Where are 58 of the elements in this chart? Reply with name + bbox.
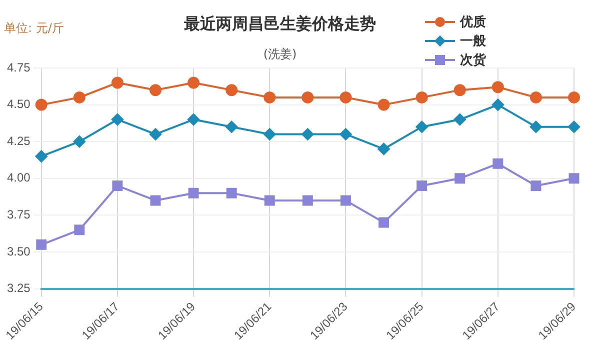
point (264, 128, 276, 140)
point (454, 114, 466, 126)
point (416, 180, 428, 191)
point (530, 120, 542, 133)
point (492, 158, 504, 169)
point (378, 217, 390, 228)
y-tick-label: 4.75 (6, 60, 31, 74)
point (378, 142, 390, 155)
point (36, 239, 47, 250)
point (226, 120, 238, 133)
y-tick-label: 4.50 (6, 97, 31, 112)
point (111, 76, 124, 89)
point (149, 84, 162, 96)
point (302, 195, 313, 206)
chart-subtitle: (洗姜) (262, 46, 298, 63)
y-tick-label: 3.25 (6, 281, 31, 296)
point (416, 120, 428, 133)
point (150, 195, 161, 206)
point (378, 98, 390, 111)
point (149, 128, 162, 140)
point (568, 120, 580, 133)
point (530, 91, 542, 104)
legend-label: 次货 (460, 52, 486, 68)
legend-label: 一般 (460, 32, 486, 50)
y-tick-label: 3.50 (6, 244, 31, 258)
point (73, 136, 86, 148)
point (226, 188, 237, 198)
point (492, 98, 504, 111)
point (454, 173, 466, 184)
point (530, 180, 542, 191)
point (112, 180, 123, 191)
point (264, 91, 276, 104)
y-axis-title: 单位: 元/斤 (4, 20, 64, 37)
point (454, 84, 466, 96)
point (568, 91, 580, 104)
point (492, 81, 504, 94)
point (74, 224, 85, 236)
point (188, 114, 200, 126)
point (302, 91, 314, 104)
y-tick-label: 4.25 (6, 134, 31, 148)
point (35, 150, 48, 162)
point (340, 195, 351, 206)
point (340, 91, 352, 104)
point (226, 84, 238, 96)
legend-label: 优质 (460, 14, 486, 30)
point (340, 128, 352, 140)
point (111, 114, 124, 126)
y-tick-label: 4.00 (6, 170, 31, 185)
point (35, 98, 48, 111)
point (568, 173, 580, 184)
chart-title: 最近两周昌邑生姜价格走势 (183, 14, 377, 35)
point (188, 76, 200, 89)
point (188, 188, 199, 198)
point (416, 91, 428, 104)
point (73, 91, 86, 104)
point (264, 195, 275, 206)
y-tick-label: 3.75 (6, 208, 31, 222)
point (302, 128, 314, 140)
